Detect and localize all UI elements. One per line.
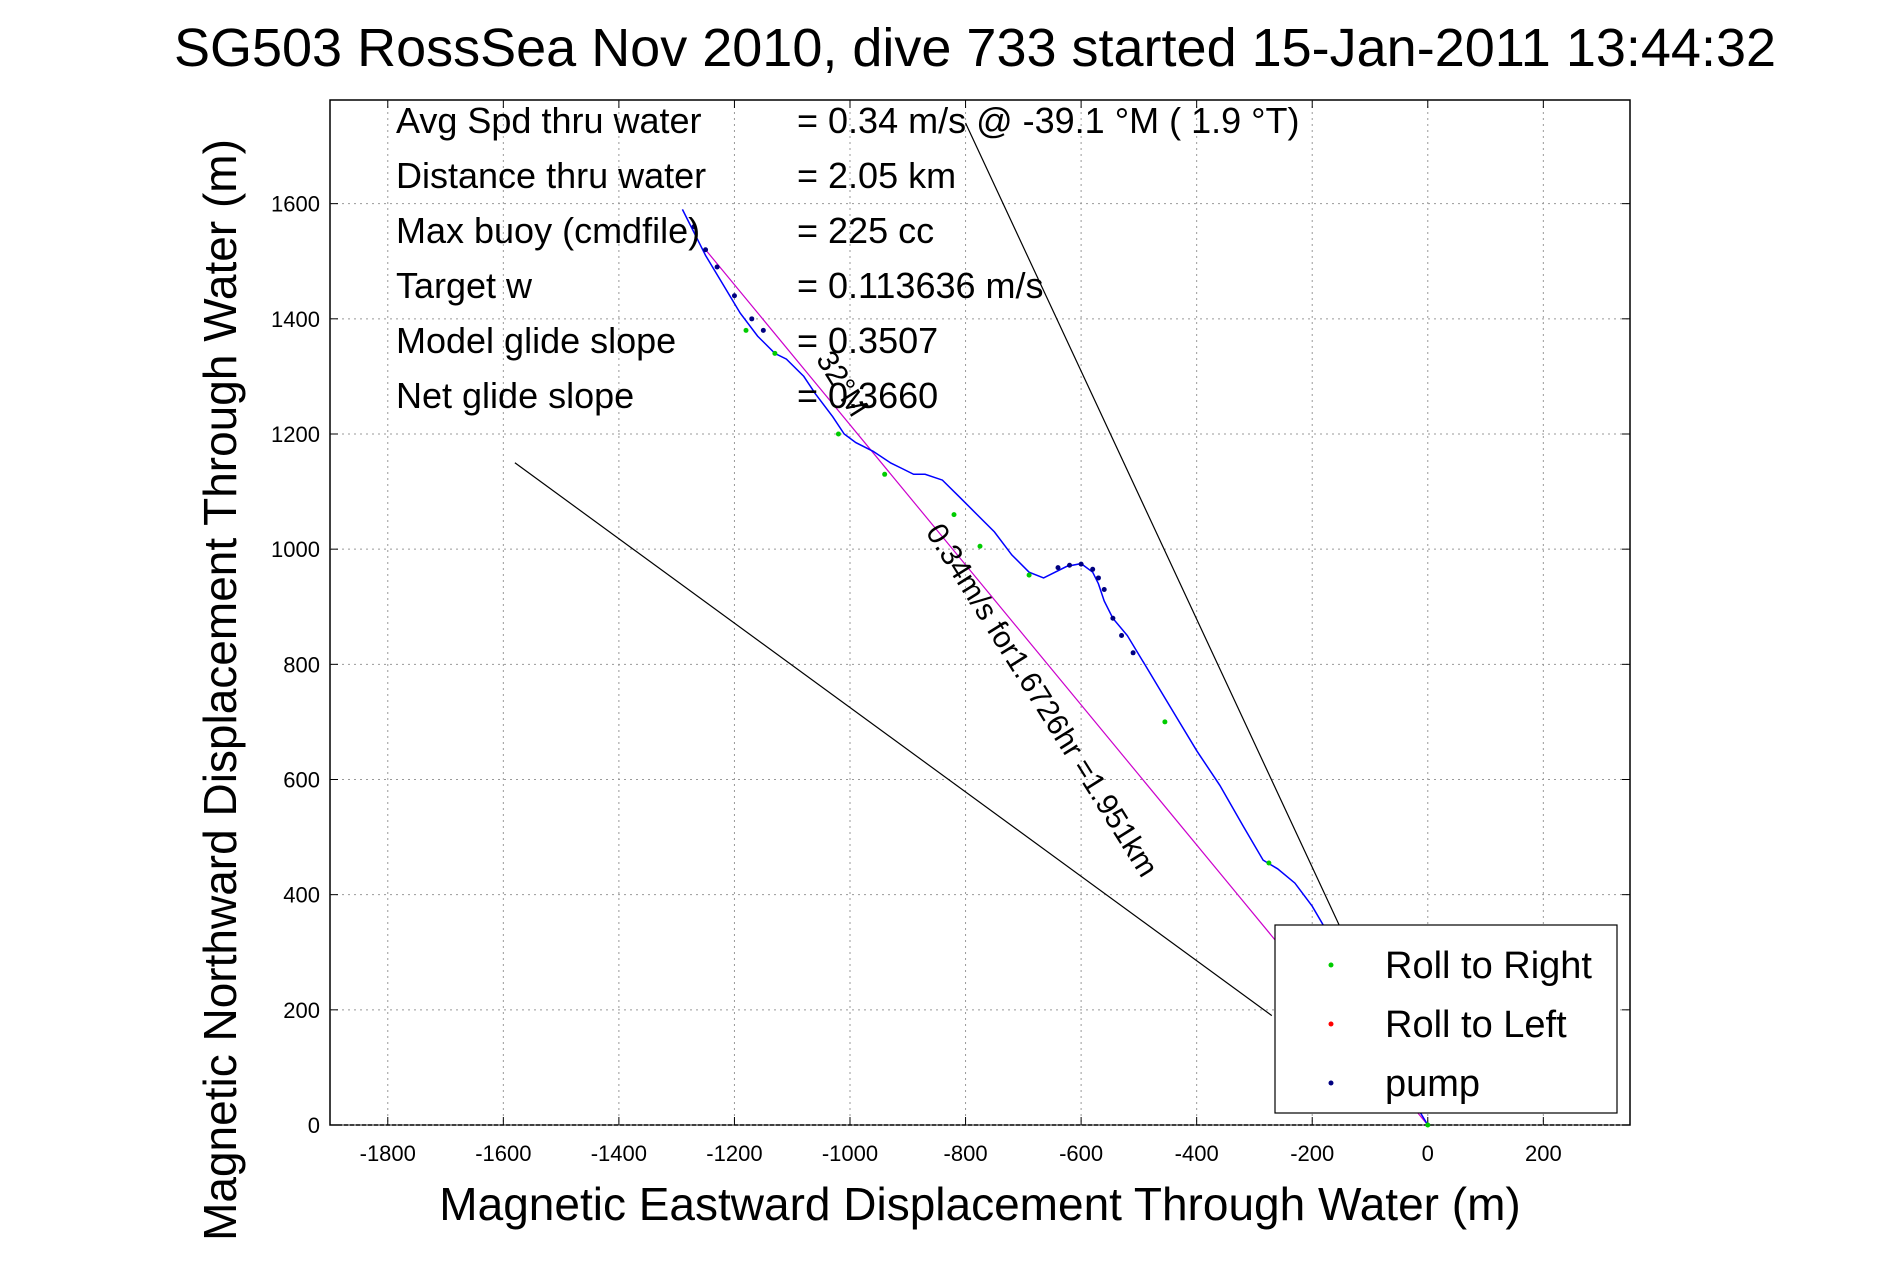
legend-label: Roll to Left <box>1385 1004 1567 1046</box>
pump-point <box>691 224 697 230</box>
stat-value: = 0.113636 m/s <box>797 265 1044 306</box>
stat-label: Model glide slope <box>396 320 676 361</box>
x-axis: -1800 -1600 -1400 -1200 -1000 -800 -600 -400 -20… <box>360 100 1562 1166</box>
stat-value: = 0.34 m/s @ -39.1 °M ( 1.9 °T) <box>797 100 1300 141</box>
stats-block: Avg Spd thru water = 0.34 m/s @ -39.1 °M … <box>396 100 1300 416</box>
stat-label: Avg Spd thru water <box>396 100 702 141</box>
pump-point <box>1095 575 1101 581</box>
x-tick-label: -1800 <box>360 1141 416 1166</box>
x-tick-label: -800 <box>944 1141 988 1166</box>
legend-marker <box>1328 1021 1334 1027</box>
roll-right-point <box>977 543 983 549</box>
stat-label: Target w <box>396 265 533 306</box>
y-tick-label: 600 <box>283 767 320 792</box>
pump-point <box>1110 615 1116 621</box>
roll-right-point <box>1162 719 1168 725</box>
roll-right-point <box>1425 1122 1431 1128</box>
roll-right-point <box>772 350 778 356</box>
pump-point <box>749 316 755 322</box>
pump-point <box>714 264 720 270</box>
y-tick-label: 800 <box>283 652 320 677</box>
pump-point <box>1101 586 1107 592</box>
x-tick-label: 0 <box>1422 1141 1434 1166</box>
y-tick-label: 200 <box>283 998 320 1023</box>
legend-marker <box>1328 962 1334 968</box>
pump-point <box>1090 566 1096 572</box>
roll-right-point <box>1266 860 1272 866</box>
roll-right-point <box>1026 572 1032 578</box>
marker-layer <box>691 224 1431 1128</box>
stat-value: = 0.3660 <box>797 375 938 416</box>
x-tick-label: -400 <box>1175 1141 1219 1166</box>
x-tick-label: -1400 <box>591 1141 647 1166</box>
legend-label: Roll to Right <box>1385 945 1592 987</box>
x-tick-label: -1200 <box>706 1141 762 1166</box>
y-tick-label: 0 <box>308 1113 320 1138</box>
y-axis: 0 200 400 600 800 1000 1200 1400 1600 <box>271 192 1630 1138</box>
y-tick-label: 1600 <box>271 192 320 217</box>
y-tick-label: 400 <box>283 883 320 908</box>
track-layer <box>681 209 1429 1126</box>
track-line <box>681 209 1429 1126</box>
chart-title: SG503 RossSea Nov 2010, dive 733 started… <box>174 18 1776 78</box>
legend-label: pump <box>1385 1063 1480 1105</box>
pump-point <box>1067 562 1073 568</box>
pump-point <box>760 327 766 333</box>
legend-marker <box>1328 1080 1334 1086</box>
roll-right-point <box>951 512 957 518</box>
x-tick-label: -1600 <box>475 1141 531 1166</box>
x-tick-label: -200 <box>1290 1141 1334 1166</box>
y-tick-label: 1000 <box>271 537 320 562</box>
y-tick-label: 1400 <box>271 307 320 332</box>
pump-point <box>1130 650 1136 656</box>
legend[interactable]: Roll to Right Roll to Left pump <box>1274 924 1618 1114</box>
x-tick-label: -1000 <box>822 1141 878 1166</box>
x-tick-label: 200 <box>1525 1141 1562 1166</box>
grid <box>330 100 1630 1126</box>
roll-right-point <box>743 327 749 333</box>
y-tick-label: 1200 <box>271 422 320 447</box>
pump-point <box>703 247 709 253</box>
stat-value: = 225 cc <box>797 210 934 251</box>
x-tick-label: -600 <box>1059 1141 1103 1166</box>
pump-point <box>1055 565 1061 571</box>
pump-point <box>1119 633 1125 639</box>
roll-right-point <box>882 471 888 477</box>
pump-point <box>1078 561 1084 567</box>
stat-label: Net glide slope <box>396 375 634 416</box>
y-axis-label: Magnetic Northward Displacement Through … <box>194 139 246 1241</box>
stat-label: Distance thru water <box>396 155 706 196</box>
bracket-line-upper <box>965 122 1342 930</box>
bracket-line-lower <box>514 462 1273 1017</box>
stat-label: Max buoy (cmdfile) <box>396 210 700 251</box>
stat-value: = 0.3507 <box>797 320 938 361</box>
pump-point <box>731 293 737 299</box>
x-axis-label: Magnetic Eastward Displacement Through W… <box>439 1178 1520 1230</box>
stat-value: = 2.05 km <box>797 155 956 196</box>
roll-right-point <box>835 431 841 437</box>
